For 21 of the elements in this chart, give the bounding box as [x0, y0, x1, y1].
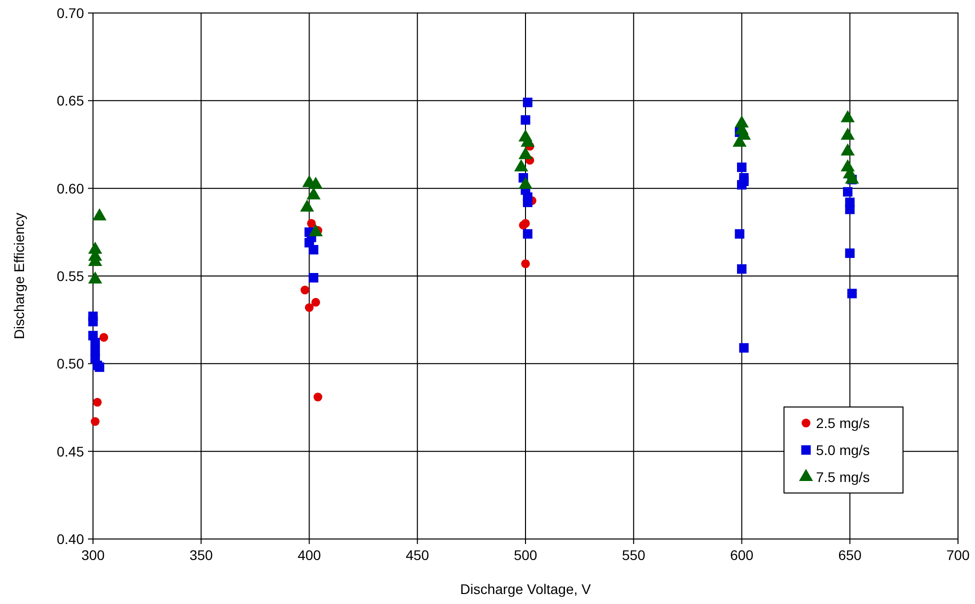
x-tick-label: 300: [81, 547, 105, 563]
y-tick-label: 0.55: [56, 268, 84, 284]
y-tick-label: 0.60: [56, 180, 84, 196]
x-tick-label: 600: [730, 547, 754, 563]
x-tick-label: 400: [298, 547, 322, 563]
legend-label: 7.5 mg/s: [816, 469, 870, 485]
x-tick-label: 350: [189, 547, 214, 563]
y-tick-label: 0.65: [56, 92, 84, 109]
y-tick-label: 0.50: [56, 356, 84, 372]
y-tick-label: 0.40: [56, 531, 84, 547]
x-tick-label: 550: [622, 547, 646, 563]
x-tick-label: 500: [514, 547, 538, 563]
y-axis-title: Discharge Efficiency: [11, 212, 27, 340]
y-tick-label: 0.70: [56, 5, 84, 21]
x-axis-title: Discharge Voltage, V: [460, 581, 592, 597]
legend-label: 2.5 mg/s: [816, 415, 870, 431]
legend-label: 5.0 mg/s: [816, 442, 870, 458]
x-tick-label: 450: [406, 547, 430, 563]
x-tick-label: 700: [946, 547, 970, 563]
x-tick-label: 650: [838, 547, 862, 563]
y-tick-label: 0.45: [56, 443, 84, 460]
